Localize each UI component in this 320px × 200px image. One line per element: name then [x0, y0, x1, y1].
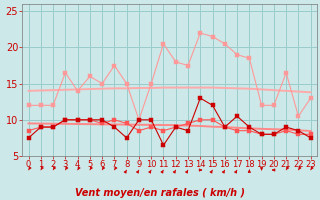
Text: Vent moyen/en rafales ( km/h ): Vent moyen/en rafales ( km/h ) — [75, 188, 245, 198]
